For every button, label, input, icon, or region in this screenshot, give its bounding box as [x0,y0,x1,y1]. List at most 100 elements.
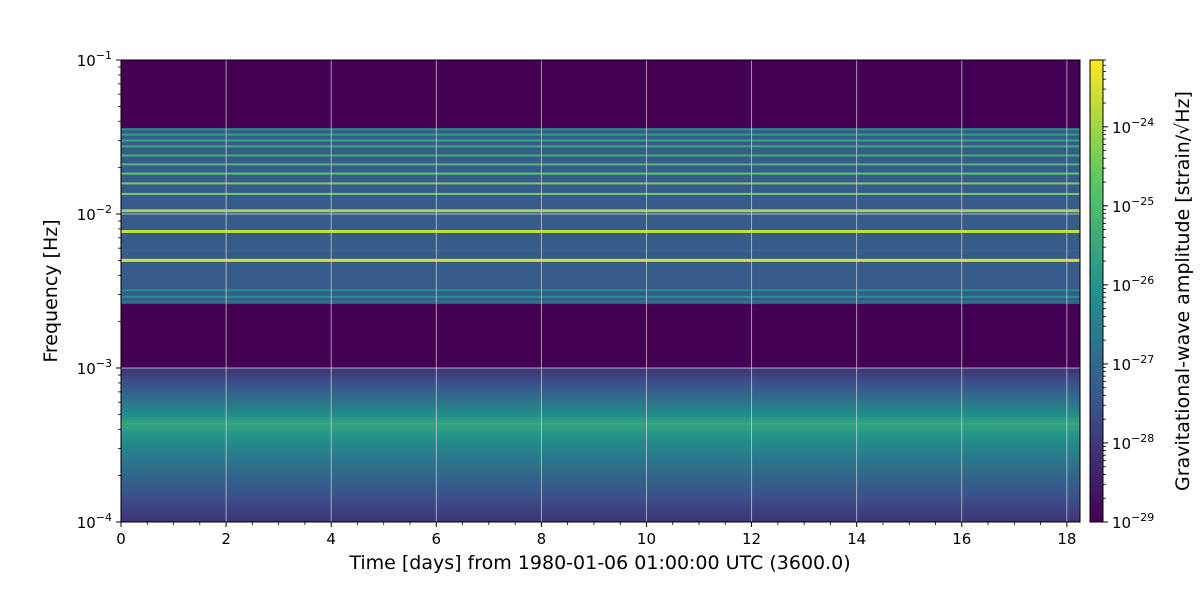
low-band-cell [121,509,1080,513]
colorbar-tick-label: 10−29 [1112,511,1154,532]
low-band-cell [121,385,1080,390]
spectral-line [121,145,1080,148]
low-band-cell [121,427,1080,431]
y-tick-label: 10−2 [77,203,112,224]
spectral-line [121,289,1080,292]
low-band-cell [121,437,1080,441]
low-band-cell [121,491,1080,495]
colorbar-label: Gravitational-wave amplitude [strain/√Hz… [1172,91,1194,491]
colorbar-ticks: 10−29 10−28 10−27 10−26 10−25 10−24 [1103,59,1154,532]
y-tick-label: 10−1 [77,49,112,70]
low-band-cell [121,398,1080,402]
low-band-cell [121,493,1080,497]
low-band-cell [121,460,1080,464]
low-band-cell [121,421,1080,426]
x-tick-label: 16 [952,530,971,548]
plot-area: 0 2 4 6 8 10 12 14 16 18 10−4 10−3 10−2 10−1 [77,49,1081,548]
low-band-cell [121,391,1080,395]
low-band-cell [121,424,1080,428]
colorbar: 10−29 10−28 10−27 10−26 10−25 10−24 [1089,59,1154,532]
x-axis-ticks: 0 2 4 6 8 10 12 14 16 18 [116,522,1076,548]
low-band-cell [121,429,1080,433]
x-tick-label: 18 [1057,530,1076,548]
y-axis-label: Frequency [Hz] [40,219,62,362]
low-band-cell [121,414,1080,418]
x-tick-label: 4 [326,530,336,548]
low-band-cell [121,478,1080,482]
low-band-cell [121,450,1080,454]
low-band-cell [121,486,1080,490]
low-band-cell [121,514,1080,518]
spectral-line [121,128,1080,131]
low-band-cell [121,504,1080,508]
mid-band-background [121,128,1080,305]
x-tick-label: 0 [116,530,126,548]
low-band-cell [121,498,1080,503]
spectral-line [121,300,1080,303]
spectral-line [121,172,1080,175]
low-band-cell [121,468,1080,472]
low-band-cell [121,403,1080,408]
colorbar-frame [1089,59,1104,523]
spectral-line [121,182,1080,185]
y-tick-label: 10−3 [77,357,112,378]
low-band-cell [121,473,1080,477]
low-band-cell [121,519,1080,522]
low-band-cell [121,401,1080,405]
low-band-cell [121,432,1080,436]
y-axis-ticks: 10−4 10−3 10−2 10−1 [77,49,121,532]
low-band-cell [121,445,1080,449]
spectral-line [121,154,1080,157]
low-band-cell [121,457,1080,461]
low-band-cell [121,368,1080,372]
low-band-cell [121,496,1080,500]
spectral-line [121,192,1080,195]
low-band-cell [121,462,1080,467]
low-band-cell [121,409,1080,413]
low-band-cell [121,393,1080,397]
low-band-cell [121,516,1080,521]
low-band-cell [121,475,1080,479]
spectral-line [121,163,1080,166]
spectral-line [121,229,1080,233]
low-band-cell [121,442,1080,446]
low-band-cell [121,378,1080,382]
low-band-cell [121,375,1080,379]
y-tick-label: 10−4 [77,511,112,532]
low-band-cell [121,488,1080,492]
low-band-cell [121,455,1080,459]
spectral-line [121,258,1080,262]
low-band-cell [121,465,1080,469]
low-band-cell [121,447,1080,451]
low-band-cell [121,452,1080,456]
x-tick-label: 2 [221,530,231,548]
colorbar-tick-label: 10−24 [1112,116,1154,137]
colorbar-tick-label: 10−26 [1112,274,1154,295]
x-tick-label: 8 [537,530,547,548]
colorbar-gradient [1090,60,1103,522]
low-band-cell [121,383,1080,387]
low-band-cell [121,506,1080,510]
low-band-cell [121,406,1080,410]
low-band-cell [121,370,1080,374]
x-axis-label: Time [days] from 1980-01-06 01:00:00 UTC… [348,552,850,574]
low-band-cell [121,373,1080,377]
plot-frame [120,59,1081,523]
low-band-cell [121,470,1080,474]
low-band-cell [121,480,1080,485]
x-tick-label: 12 [742,530,761,548]
low-band-cell [121,419,1080,423]
low-band-cell [121,411,1080,415]
colorbar-tick-label: 10−25 [1112,195,1154,216]
colorbar-tick-label: 10−28 [1112,432,1154,453]
x-tick-label: 10 [637,530,656,548]
low-band-cell [121,501,1080,505]
low-band-cell [121,416,1080,420]
low-band-cell [121,396,1080,400]
low-band-cell [121,439,1080,444]
spectral-line [121,133,1080,136]
low-band-cell [121,388,1080,392]
low-band-cell [121,380,1080,384]
spectral-line [121,249,1080,252]
low-band-cell [121,483,1080,487]
